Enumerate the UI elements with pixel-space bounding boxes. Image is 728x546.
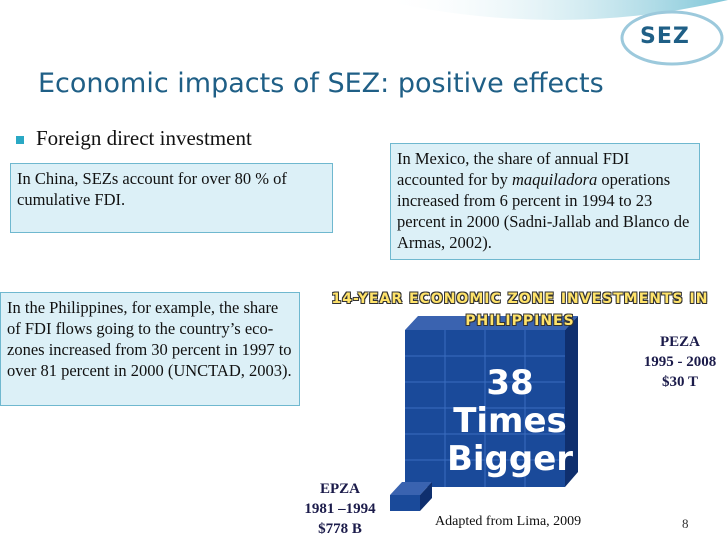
epza-label: EPZA 1981 –1994 $778 B (285, 479, 395, 539)
small-block (390, 482, 432, 511)
logo: SEZ (640, 24, 690, 49)
source: Adapted from Lima, 2009 (435, 514, 582, 529)
chart-heading: 14-Year Economic Zone Investments in Phi… (331, 291, 709, 329)
philippines-box: In the Philippines, for example, the sha… (0, 292, 300, 406)
line: 1981 –1994 (304, 501, 376, 517)
highlight-line: Bigger (446, 439, 574, 479)
line: 1995 - 2008 (643, 354, 717, 370)
mexico-box: In Mexico, the share of annual FDI accou… (390, 143, 700, 260)
bullet-marker (16, 136, 24, 145)
text: In Mexico, the share of annual FDI accou… (397, 149, 630, 189)
top-arc (380, 0, 728, 20)
line: $30 T (662, 374, 698, 390)
big-block (405, 316, 578, 487)
emphasis: maquiladora (512, 170, 598, 189)
line: $778 B (318, 521, 362, 537)
text: operations increased from 6 percent in 1… (397, 170, 690, 252)
line: EPZA (319, 481, 360, 497)
slide-title: Economic impacts of SEZ: positive effect… (38, 68, 604, 99)
bullet-text: Foreign direct investment (36, 126, 252, 150)
bullet: Foreign direct investment (16, 126, 252, 151)
line: PEZA (659, 334, 700, 350)
page-number: 8 (682, 516, 689, 531)
china-box: In China, SEZs account for over 80 % of … (10, 163, 333, 233)
highlight-line: Times (453, 401, 567, 441)
logo-ring (620, 10, 724, 66)
peza-label: PEZA 1995 - 2008 $30 T (620, 332, 728, 392)
highlight-line: 38 (486, 363, 534, 403)
highlight: 38 Times Bigger (440, 364, 580, 478)
